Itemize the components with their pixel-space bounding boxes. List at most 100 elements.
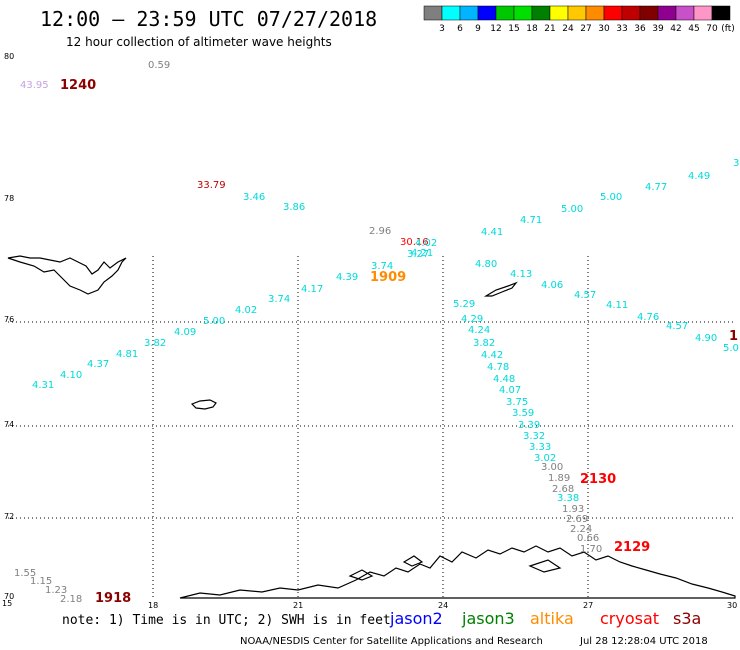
colorbar-swatch: [585, 5, 605, 21]
wave-height-label: 3.46: [243, 192, 265, 203]
wave-height-label: 4.11: [606, 300, 628, 311]
colorbar-tick-label: 15: [508, 24, 519, 34]
pass-time-label: 1909: [370, 270, 406, 285]
wave-height-label: 4.02: [415, 238, 437, 249]
colorbar-swatch: [693, 5, 713, 21]
pass-time-label: 1: [729, 329, 738, 344]
colorbar-swatch: [531, 5, 551, 21]
colorbar-tick-label: 27: [580, 24, 591, 34]
wave-height-label: 4.13: [510, 269, 532, 280]
lat-tick-80: 80: [4, 52, 14, 61]
colorbar-swatch: [459, 5, 479, 21]
map-title: 12:00 – 23:59 UTC 07/27/2018: [40, 7, 377, 31]
wave-height-label: 3.32: [523, 431, 545, 442]
wave-height-label: 1.93: [562, 504, 584, 515]
satellite-legend-item: jason2: [389, 609, 443, 628]
wave-height-label: 4.06: [541, 280, 563, 291]
wave-height-label: 3.75: [506, 397, 528, 408]
wave-height-label: 1.89: [548, 473, 570, 484]
fjord-detail-2: [402, 555, 424, 567]
wave-height-label: 5.29: [453, 299, 475, 310]
wave-height-label: 4.80: [475, 259, 497, 270]
wave-height-label: 0.66: [577, 533, 599, 544]
colorbar-swatch: [657, 5, 677, 21]
wave-height-label: 0.59: [148, 60, 170, 71]
wave-height-label: 4.71: [520, 215, 542, 226]
wave-height-label: 4.57: [666, 321, 688, 332]
wave-height-label: 3.27: [407, 249, 429, 260]
colorbar-swatch: [477, 5, 497, 21]
wave-height-label: 5.00: [203, 316, 225, 327]
pass-time-labels: 1240 1909 2130 2129 1918 1: [60, 78, 738, 606]
pass-time-label: 1918: [95, 591, 131, 606]
wave-height-label: 3.82: [473, 338, 495, 349]
colorbar-tick-label: 24: [562, 24, 574, 34]
wave-height-label: 4.49: [688, 171, 710, 182]
wave-height-label: 4.02: [235, 305, 257, 316]
colorbar-tick-label: 36: [634, 24, 646, 34]
colorbar-unit-label: (ft): [721, 24, 735, 34]
colorbar-tick-label: 6: [457, 24, 463, 34]
footer-credit: NOAA/NESDIS Center for Satellite Applica…: [240, 636, 543, 647]
wave-height-label: 4.81: [116, 349, 138, 360]
colorbar-swatch: [603, 5, 623, 21]
lat-tick-70: 70: [4, 592, 14, 601]
lon-tick-21: 21: [293, 601, 303, 610]
fjord-detail-3: [528, 559, 562, 573]
colorbar-tick-label: 70: [706, 24, 718, 34]
lon-tick-30: 30: [727, 601, 737, 610]
satellite-legend-item: jason3: [461, 609, 515, 628]
pass-time-label: 2129: [614, 540, 650, 555]
wave-height-label: 3.82: [144, 338, 166, 349]
wave-height-label: 4.78: [487, 362, 509, 373]
colorbar-tick-label: 39: [652, 24, 664, 34]
colorbar-swatch: [495, 5, 515, 21]
wave-height-label: 5.00: [600, 192, 622, 203]
wave-height-label: 3: [733, 158, 739, 169]
colorbar-tick-label: 33: [616, 24, 627, 34]
wave-height-label: 1.55: [14, 568, 36, 579]
fjord-detail-1: [348, 569, 374, 581]
wave-height-label: 1.15: [30, 576, 52, 587]
colorbar-swatch: [513, 5, 533, 21]
lon-tick-24: 24: [438, 601, 448, 610]
lat-lon-grid: [8, 256, 735, 598]
colorbar-tick-label: 18: [526, 24, 538, 34]
colorbar-swatch: [567, 5, 587, 21]
colorbar-tick-label: 21: [544, 24, 555, 34]
lat-tick-76: 76: [4, 315, 14, 324]
wave-height-label: 4.17: [301, 284, 323, 295]
pass-time-label: 2130: [580, 472, 616, 487]
colorbar-swatch: [549, 5, 569, 21]
colorbar-tick-label: 12: [490, 24, 501, 34]
wave-height-label: 4.21: [411, 248, 433, 259]
kong-karls-land-coastline: [483, 281, 518, 297]
footer-timestamp: Jul 28 12:28:04 UTC 2018: [579, 636, 708, 647]
satellite-legend: jason2 jason3 altika cryosat s3a: [389, 609, 701, 628]
wave-height-label: 2.69: [566, 514, 588, 525]
wave-height-label: 43.95: [20, 80, 49, 91]
wave-height-label: 4.57: [574, 290, 596, 301]
colorbar-tick-label: 45: [688, 24, 699, 34]
lon-tick-18: 18: [148, 601, 158, 610]
wave-height-label: 2.18: [60, 594, 82, 605]
footer-note: note: 1) Time is in UTC; 2) SWH is in fe…: [62, 613, 391, 628]
colorbar-swatch: [639, 5, 659, 21]
colorbar-tick-label: 9: [475, 24, 481, 34]
wave-height-label: 4.41: [481, 227, 503, 238]
wave-height-label: 4.07: [499, 385, 521, 396]
coastline-layer: [7, 255, 736, 599]
wave-height-label: 4.10: [60, 370, 82, 381]
wave-height-label: 3.00: [541, 462, 563, 473]
norway-coastline: [179, 545, 736, 599]
wave-height-label: 4.90: [695, 333, 717, 344]
wave-height-label: 4.31: [32, 380, 54, 391]
colorbar-swatch: [675, 5, 695, 21]
colorbar-swatch: [621, 5, 641, 21]
wave-height-label: 3.59: [512, 408, 534, 419]
wave-height-label: 4.29: [461, 314, 483, 325]
satellite-legend-item: s3a: [673, 609, 701, 628]
wave-height-label: 3.38: [557, 493, 579, 504]
wave-height-label: 5.00: [561, 204, 583, 215]
lat-tick-74: 74: [4, 420, 14, 429]
